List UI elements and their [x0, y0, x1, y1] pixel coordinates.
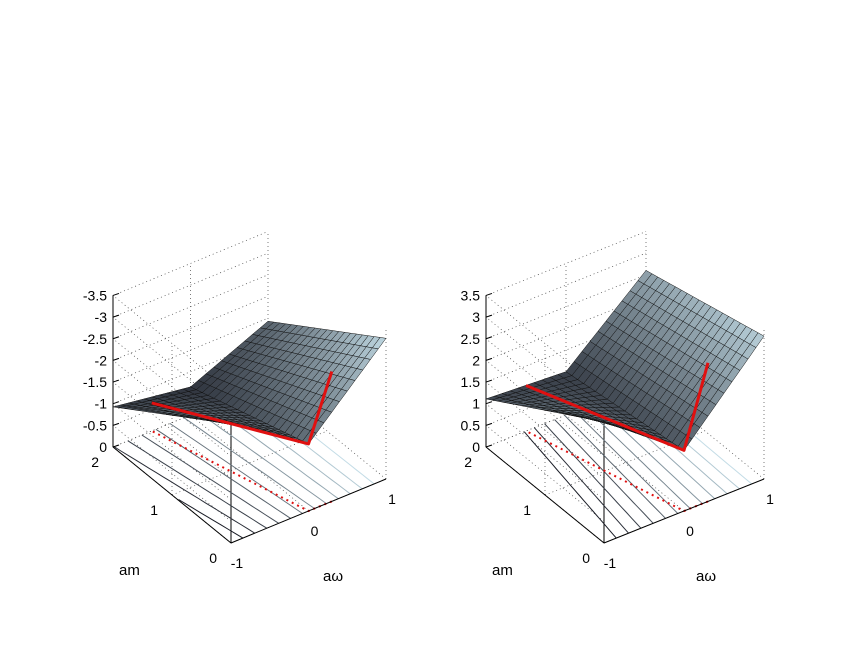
- z-tick: [485, 444, 493, 448]
- z-tick: [112, 401, 120, 405]
- aw-tick-label: 1: [388, 491, 396, 507]
- contour-line: [533, 427, 629, 534]
- z-tick-label: 2.5: [461, 331, 481, 347]
- surface-mesh: [485, 270, 765, 451]
- am-tick-label: 0: [209, 550, 217, 566]
- surface-cell: [371, 337, 387, 350]
- surface-mesh: [112, 320, 387, 445]
- right-surface-plot: 0 0.5 1 1.5 2 2.5 3 3.5 0 1 2 -1 0 1 am aω: [461, 231, 775, 585]
- am-axis-line: [485, 446, 605, 544]
- z-tick-label: -2.5: [83, 331, 107, 347]
- am-tick-label: 2: [464, 454, 472, 470]
- z-tick-label: 0: [472, 439, 480, 455]
- ridge-line: [151, 371, 334, 446]
- contour-line: [113, 446, 256, 534]
- am-tick-label: 2: [91, 454, 99, 470]
- z-tick: [112, 336, 120, 340]
- floor-gridline: [544, 430, 706, 496]
- aw-tick-label: -1: [604, 555, 617, 571]
- z-tick: [112, 422, 120, 426]
- z-tick-label: 3.5: [461, 287, 481, 303]
- z-tick: [485, 401, 493, 405]
- contour-line: [141, 434, 279, 524]
- contour-line: [183, 417, 315, 509]
- am-axis-title: am: [119, 562, 140, 579]
- z-tick-label: 3: [472, 309, 480, 325]
- z-tick: [485, 357, 493, 361]
- contour-line: [197, 411, 327, 505]
- aw-tick-label: 0: [311, 523, 319, 539]
- z-tick: [485, 379, 493, 383]
- z-tick: [485, 314, 493, 318]
- z-tick-label: 1.5: [461, 374, 481, 390]
- axes: 0 0.5 1 1.5 2 2.5 3 3.5 0 1 2 -1 0 1 am aω: [461, 287, 775, 585]
- contour-line: [178, 499, 244, 539]
- floor-gridline: [565, 414, 685, 512]
- aw-tick-label: -1: [231, 555, 244, 571]
- floor-gridline: [485, 382, 647, 448]
- z-tick-label: 2: [472, 352, 480, 368]
- contour-line: [564, 415, 666, 519]
- contour-line: [155, 428, 291, 519]
- z-tick-label: -1: [95, 396, 108, 412]
- z-tick-label: -1.5: [83, 374, 107, 390]
- contour-line: [584, 407, 691, 509]
- am-tick-label: 1: [523, 502, 531, 518]
- z-tick: [485, 422, 493, 426]
- aw-tick-label: 0: [686, 523, 694, 539]
- floor-gridline: [267, 382, 387, 480]
- surface-cell: [749, 332, 765, 348]
- am-tick-label: 0: [582, 550, 590, 566]
- z-tick: [112, 379, 120, 383]
- am-tick-label: 1: [150, 502, 158, 518]
- z-tick-label: 1: [472, 396, 480, 412]
- ridge-line: [525, 362, 710, 452]
- left-surface-plot: 0 -0.5 -1 -1.5 -2 -2.5 -3 -3.5 0 1 2 -1 0 1 am aω: [83, 231, 396, 585]
- axes: 0 -0.5 -1 -1.5 -2 -2.5 -3 -3.5 0 1 2 -1 0 1 am aω: [83, 287, 396, 585]
- z-tick: [112, 444, 120, 448]
- floor-gridline: [645, 382, 765, 480]
- aw-axis-title: aω: [696, 568, 716, 585]
- z-tick: [485, 336, 493, 340]
- am-axis-line: [112, 446, 232, 544]
- am-axis-title: am: [492, 562, 513, 579]
- z-tick: [485, 292, 493, 296]
- aw-axis-line: [230, 478, 387, 544]
- z-tick: [112, 314, 120, 318]
- aw-axis-title: aω: [323, 568, 343, 585]
- z-tick-label: -3: [95, 309, 108, 325]
- z-tick-label: -0.5: [83, 417, 107, 433]
- contour-line: [127, 440, 268, 529]
- contour-line: [544, 423, 642, 529]
- aw-axis-line: [603, 478, 765, 544]
- z-tick: [112, 357, 120, 361]
- contour-line: [523, 431, 617, 539]
- z-tick-label: 0.5: [461, 417, 481, 433]
- z-tick-label: -2: [95, 352, 108, 368]
- aw-tick-label: 1: [766, 491, 774, 507]
- contour-line: [574, 411, 679, 514]
- contour-line: [169, 423, 303, 514]
- z-tick-label: 0: [99, 439, 107, 455]
- z-tick: [112, 292, 120, 296]
- z-tick-label: -3.5: [83, 287, 107, 303]
